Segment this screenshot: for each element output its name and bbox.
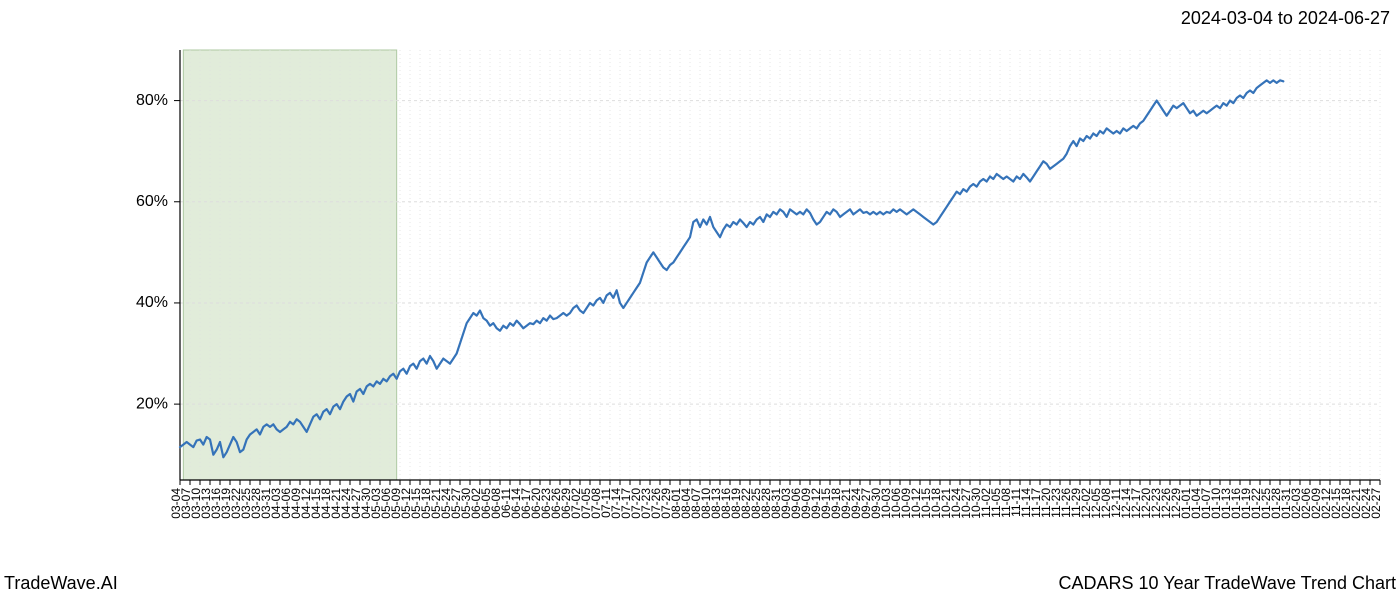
brand-label: TradeWave.AI	[4, 573, 118, 594]
trend-chart: 20%40%60%80%03-0403-0703-1003-1303-1603-…	[0, 0, 1400, 600]
svg-text:02-27: 02-27	[1369, 488, 1383, 519]
svg-text:40%: 40%	[136, 294, 168, 311]
svg-text:60%: 60%	[136, 193, 168, 210]
svg-text:80%: 80%	[136, 92, 168, 109]
chart-container: { "header": { "date_range": "2024-03-04 …	[0, 0, 1400, 600]
chart-title: CADARS 10 Year TradeWave Trend Chart	[1059, 573, 1397, 594]
svg-text:20%: 20%	[136, 395, 168, 412]
